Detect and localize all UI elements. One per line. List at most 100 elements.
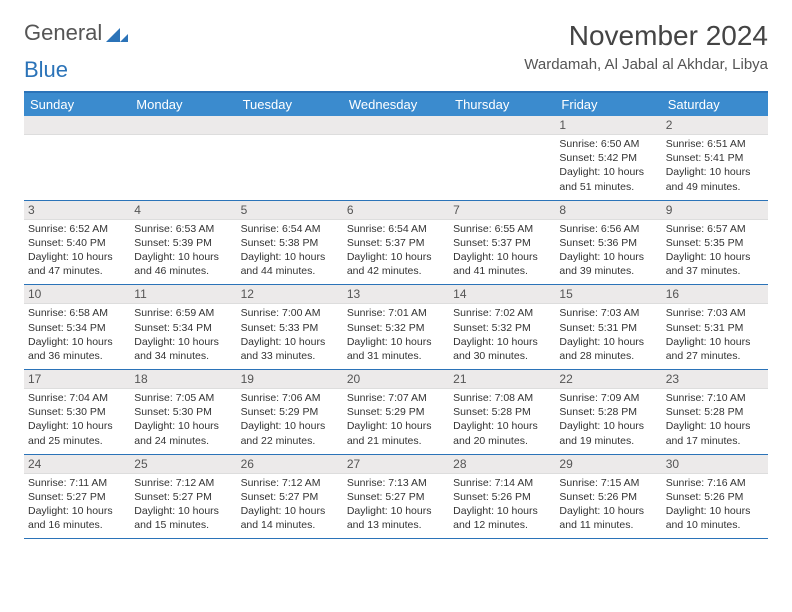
sunset-line: Sunset: 5:31 PM xyxy=(559,321,657,335)
daylight-line: Daylight: 10 hours and 37 minutes. xyxy=(666,250,764,278)
daylight-line: Daylight: 10 hours and 33 minutes. xyxy=(241,335,339,363)
sunset-line: Sunset: 5:27 PM xyxy=(28,490,126,504)
day-content: Sunrise: 7:05 AMSunset: 5:30 PMDaylight:… xyxy=(130,389,236,454)
sunset-line: Sunset: 5:34 PM xyxy=(134,321,232,335)
day-content: Sunrise: 6:54 AMSunset: 5:38 PMDaylight:… xyxy=(237,220,343,285)
day-content: Sunrise: 6:51 AMSunset: 5:41 PMDaylight:… xyxy=(662,135,768,200)
day-cell: 6Sunrise: 6:54 AMSunset: 5:37 PMDaylight… xyxy=(343,201,449,285)
day-number: 17 xyxy=(24,370,130,389)
daylight-line: Daylight: 10 hours and 34 minutes. xyxy=(134,335,232,363)
day-number: 22 xyxy=(555,370,661,389)
day-number: 1 xyxy=(555,116,661,135)
day-number: 16 xyxy=(662,285,768,304)
sunrise-line: Sunrise: 7:09 AM xyxy=(559,391,657,405)
day-cell: 16 Sunrise: 7:03 AMSunset: 5:31 PMDayligh… xyxy=(662,285,768,369)
sunrise-line: Sunrise: 6:57 AM xyxy=(666,222,764,236)
day-cell: 29Sunrise: 7:15 AMSunset: 5:26 PMDayligh… xyxy=(555,455,661,539)
day-content: Sunrise: 7:12 AMSunset: 5:27 PMDaylight:… xyxy=(237,474,343,539)
day-number: 12 xyxy=(237,285,343,304)
day-cell: 3Sunrise: 6:52 AMSunset: 5:40 PMDaylight… xyxy=(24,201,130,285)
daylight-line: Daylight: 10 hours and 15 minutes. xyxy=(134,504,232,532)
sunrise-line: Sunrise: 6:56 AM xyxy=(559,222,657,236)
sunrise-line: Sunrise: 7:00 AM xyxy=(241,306,339,320)
day-content: Sunrise: 7:09 AMSunset: 5:28 PMDaylight:… xyxy=(555,389,661,454)
sunset-line: Sunset: 5:34 PM xyxy=(28,321,126,335)
dayhead-wed: Wednesday xyxy=(343,93,449,116)
daylight-line: Daylight: 10 hours and 14 minutes. xyxy=(241,504,339,532)
day-content: Sunrise: 7:10 AMSunset: 5:28 PMDaylight:… xyxy=(662,389,768,454)
daylight-line: Daylight: 10 hours and 21 minutes. xyxy=(347,419,445,447)
day-number xyxy=(130,116,236,135)
sunset-line: Sunset: 5:36 PM xyxy=(559,236,657,250)
day-cell: 15Sunrise: 7:03 AMSunset: 5:31 PMDayligh… xyxy=(555,285,661,369)
sunset-line: Sunset: 5:31 PM xyxy=(666,321,764,335)
sunset-line: Sunset: 5:32 PM xyxy=(347,321,445,335)
day-number: 24 xyxy=(24,455,130,474)
sunrise-line: Sunrise: 6:53 AM xyxy=(134,222,232,236)
day-cell: 4Sunrise: 6:53 AMSunset: 5:39 PMDaylight… xyxy=(130,201,236,285)
sunrise-line: Sunrise: 6:52 AM xyxy=(28,222,126,236)
logo-icon xyxy=(106,24,128,42)
day-content: Sunrise: 6:50 AMSunset: 5:42 PMDaylight:… xyxy=(555,135,661,200)
sunset-line: Sunset: 5:27 PM xyxy=(347,490,445,504)
day-content: Sunrise: 7:15 AMSunset: 5:26 PMDaylight:… xyxy=(555,474,661,539)
day-cell xyxy=(449,116,555,200)
day-number: 27 xyxy=(343,455,449,474)
daylight-line: Daylight: 10 hours and 39 minutes. xyxy=(559,250,657,278)
week-row: 10Sunrise: 6:58 AMSunset: 5:34 PMDayligh… xyxy=(24,285,768,370)
day-number xyxy=(24,116,130,135)
daylight-line: Daylight: 10 hours and 31 minutes. xyxy=(347,335,445,363)
sunrise-line: Sunrise: 6:55 AM xyxy=(453,222,551,236)
day-cell: 23Sunrise: 7:10 AMSunset: 5:28 PMDayligh… xyxy=(662,370,768,454)
day-number: 26 xyxy=(237,455,343,474)
logo: General xyxy=(24,20,130,46)
week-row: 24Sunrise: 7:11 AMSunset: 5:27 PMDayligh… xyxy=(24,455,768,540)
day-content: Sunrise: 7:11 AMSunset: 5:27 PMDaylight:… xyxy=(24,474,130,539)
day-cell: 21Sunrise: 7:08 AMSunset: 5:28 PMDayligh… xyxy=(449,370,555,454)
sunrise-line: Sunrise: 7:11 AM xyxy=(28,476,126,490)
day-cell: 25Sunrise: 7:12 AMSunset: 5:27 PMDayligh… xyxy=(130,455,236,539)
day-number: 4 xyxy=(130,201,236,220)
day-number: 3 xyxy=(24,201,130,220)
dayhead-tue: Tuesday xyxy=(237,93,343,116)
daylight-line: Daylight: 10 hours and 10 minutes. xyxy=(666,504,764,532)
sunset-line: Sunset: 5:27 PM xyxy=(134,490,232,504)
daylight-line: Daylight: 10 hours and 44 minutes. xyxy=(241,250,339,278)
sunrise-line: Sunrise: 7:03 AM xyxy=(666,306,764,320)
day-number: 30 xyxy=(662,455,768,474)
daylight-line: Daylight: 10 hours and 42 minutes. xyxy=(347,250,445,278)
sunrise-line: Sunrise: 7:10 AM xyxy=(666,391,764,405)
daylight-line: Daylight: 10 hours and 30 minutes. xyxy=(453,335,551,363)
daylight-line: Daylight: 10 hours and 27 minutes. xyxy=(666,335,764,363)
day-content: Sunrise: 7:14 AMSunset: 5:26 PMDaylight:… xyxy=(449,474,555,539)
daylight-line: Daylight: 10 hours and 28 minutes. xyxy=(559,335,657,363)
sunrise-line: Sunrise: 7:08 AM xyxy=(453,391,551,405)
day-number: 6 xyxy=(343,201,449,220)
day-number: 25 xyxy=(130,455,236,474)
day-cell: 13Sunrise: 7:01 AMSunset: 5:32 PMDayligh… xyxy=(343,285,449,369)
sunset-line: Sunset: 5:35 PM xyxy=(666,236,764,250)
day-number: 29 xyxy=(555,455,661,474)
daylight-line: Daylight: 10 hours and 19 minutes. xyxy=(559,419,657,447)
day-header-row: Sunday Monday Tuesday Wednesday Thursday… xyxy=(24,93,768,116)
sunrise-line: Sunrise: 7:02 AM xyxy=(453,306,551,320)
day-content: Sunrise: 6:53 AMSunset: 5:39 PMDaylight:… xyxy=(130,220,236,285)
sunset-line: Sunset: 5:29 PM xyxy=(241,405,339,419)
day-number: 5 xyxy=(237,201,343,220)
day-content: Sunrise: 6:57 AMSunset: 5:35 PMDaylight:… xyxy=(662,220,768,285)
day-cell: 26Sunrise: 7:12 AMSunset: 5:27 PMDayligh… xyxy=(237,455,343,539)
sunset-line: Sunset: 5:42 PM xyxy=(559,151,657,165)
dayhead-mon: Monday xyxy=(130,93,236,116)
day-content: Sunrise: 7:02 AMSunset: 5:32 PMDaylight:… xyxy=(449,304,555,369)
day-cell xyxy=(343,116,449,200)
daylight-line: Daylight: 10 hours and 51 minutes. xyxy=(559,165,657,193)
sunrise-line: Sunrise: 6:54 AM xyxy=(347,222,445,236)
logo-text-2: Blue xyxy=(24,57,68,82)
sunrise-line: Sunrise: 7:13 AM xyxy=(347,476,445,490)
day-content: Sunrise: 7:12 AMSunset: 5:27 PMDaylight:… xyxy=(130,474,236,539)
day-number xyxy=(237,116,343,135)
sunrise-line: Sunrise: 7:06 AM xyxy=(241,391,339,405)
day-number: 9 xyxy=(662,201,768,220)
day-content: Sunrise: 7:07 AMSunset: 5:29 PMDaylight:… xyxy=(343,389,449,454)
dayhead-sun: Sunday xyxy=(24,93,130,116)
